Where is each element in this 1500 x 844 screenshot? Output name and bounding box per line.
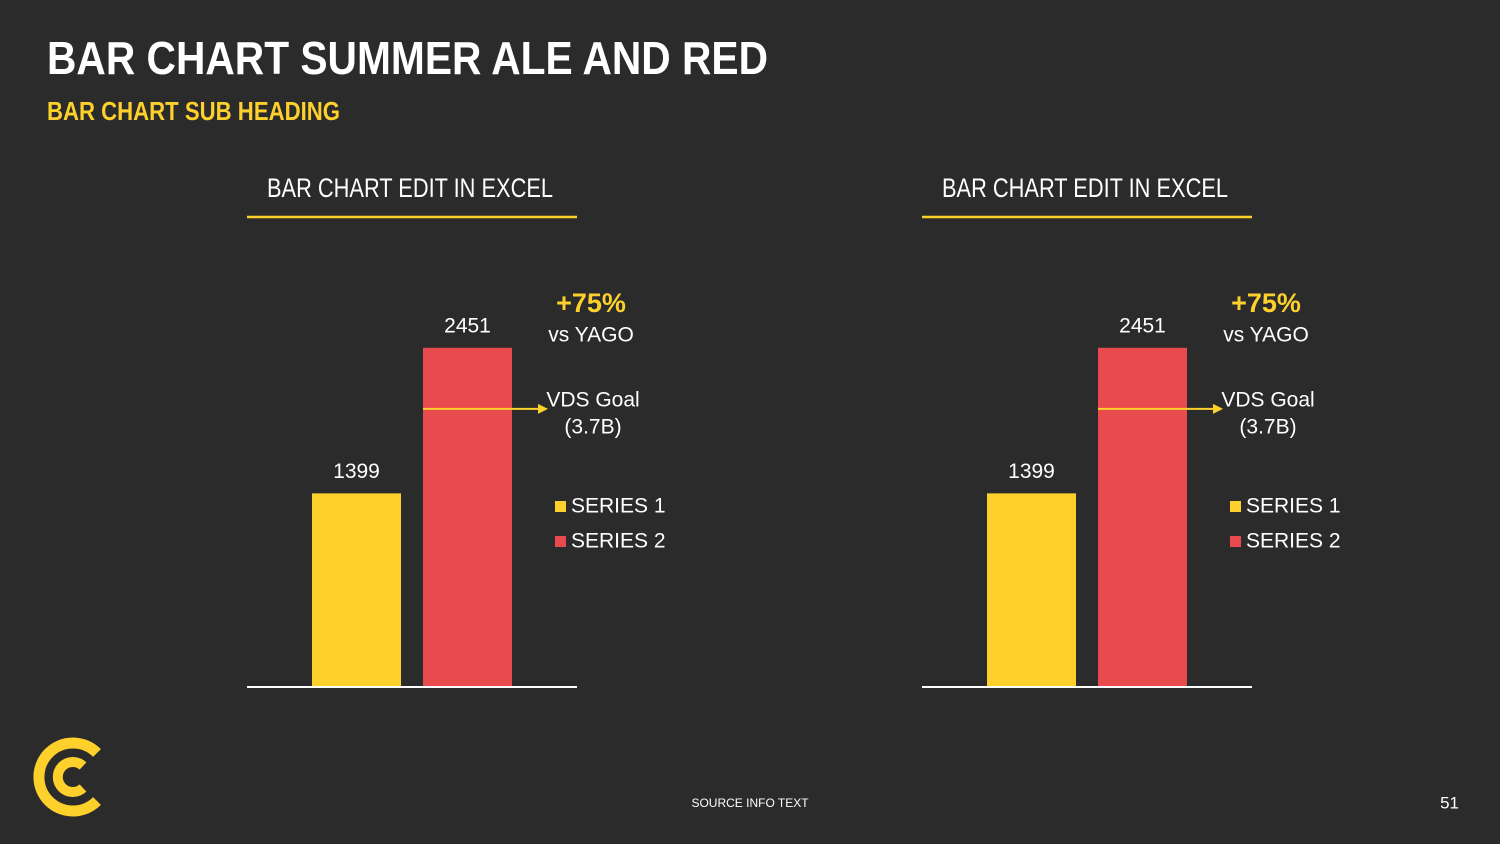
logo-c [52, 757, 87, 797]
legend-swatch [1230, 536, 1241, 547]
value-label: 1399 [1008, 460, 1055, 483]
annotation: vs YAGO [548, 324, 634, 347]
bar [423, 347, 512, 687]
goal-label: (3.7B) [1239, 416, 1296, 439]
value-label: 2451 [444, 314, 491, 337]
slide-title: BAR CHART SUMMER ALE AND RED [47, 32, 768, 84]
bar [1098, 347, 1187, 687]
goal-arrowhead [538, 403, 548, 414]
goal-label: VDS Goal [1221, 389, 1314, 412]
legend-swatch [555, 501, 566, 512]
legend-label: SERIES 2 [1246, 530, 1341, 553]
chart-title: BAR CHART EDIT IN EXCEL [942, 173, 1228, 203]
legend-label: SERIES 1 [1246, 495, 1341, 518]
legend-swatch [1230, 501, 1241, 512]
goal-label: VDS Goal [546, 389, 639, 412]
goal-label: (3.7B) [564, 416, 621, 439]
value-label: 1399 [333, 460, 380, 483]
bar [987, 493, 1076, 687]
goal-arrowhead [1213, 403, 1223, 414]
legend-swatch [555, 536, 566, 547]
page-number: 51 [1440, 793, 1459, 812]
annotation: +75% [556, 288, 626, 318]
value-label: 2451 [1119, 314, 1166, 337]
slide-subtitle: BAR CHART SUB HEADING [47, 96, 340, 126]
logo-ring [33, 737, 101, 817]
annotation: +75% [1231, 288, 1301, 318]
chart-title: BAR CHART EDIT IN EXCEL [267, 173, 553, 203]
logo [33, 737, 101, 817]
annotation: vs YAGO [1223, 324, 1309, 347]
legend-label: SERIES 2 [571, 530, 666, 553]
bar [312, 493, 401, 687]
legend-label: SERIES 1 [571, 495, 666, 518]
source-text: SOURCE INFO TEXT [691, 796, 809, 810]
